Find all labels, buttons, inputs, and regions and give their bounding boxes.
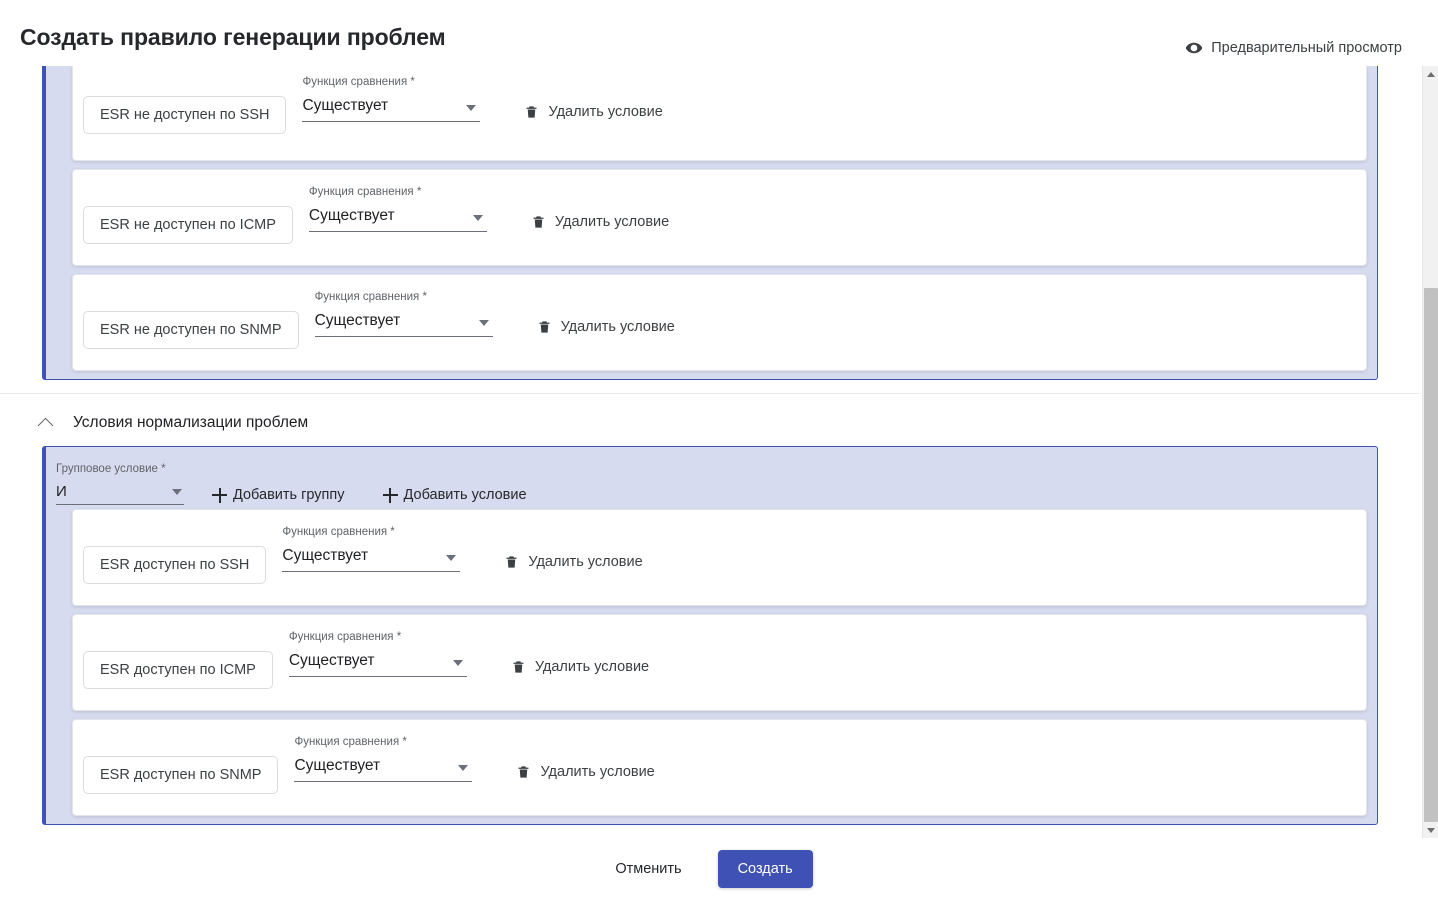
compare-function-value: Существует [288,652,375,669]
trash-icon [511,658,526,676]
section-title: Условия нормализации проблем [73,414,309,431]
condition-chip[interactable]: ESR не доступен по SSH [83,96,287,134]
compare-function-label: Функция сравнения * [294,736,407,748]
condition-card: ESR не доступен по SNMP Функция сравнени… [72,274,1367,371]
compare-function-field: Функция сравнения * Существует [308,186,487,232]
add-group-label: Добавить группу [233,487,345,503]
compare-function-field: Функция сравнения * Существует [302,76,481,122]
compare-function-field: Функция сравнения * Существует [282,526,461,572]
scroll-up-button[interactable] [1423,66,1438,82]
delete-condition-label: Удалить условие [548,104,663,120]
triangle-down-icon [1427,827,1435,833]
section-divider [0,393,1420,394]
form-scroll-area: ESR не доступен по SSH Функция сравнения… [0,66,1438,838]
compare-function-select[interactable]: Существует [294,757,473,782]
cancel-button[interactable]: Отменить [601,852,695,886]
trash-icon [531,213,546,231]
compare-function-select[interactable]: Существует [288,652,467,677]
group-condition-select[interactable]: И [56,483,184,505]
delete-condition-button[interactable]: Удалить условие [537,318,675,336]
delete-condition-button[interactable]: Удалить условие [511,658,649,676]
delete-condition-button[interactable]: Удалить условие [531,213,669,231]
page-header: Создать правило генерации проблем Предва… [0,0,1438,66]
chevron-down-icon [472,215,483,221]
chevron-up-icon[interactable] [37,417,54,433]
condition-chip[interactable]: ESR доступен по SSH [83,546,267,584]
plus-icon [212,487,227,503]
vertical-scrollbar[interactable] [1422,66,1438,838]
condition-chip[interactable]: ESR доступен по SNMP [83,756,279,794]
compare-function-label: Функция сравнения * [302,76,415,88]
compare-function-select[interactable]: Существует [308,207,487,232]
chevron-down-icon [452,660,463,666]
chevron-down-icon [466,105,477,111]
condition-card: ESR доступен по SNMP Функция сравнения *… [72,719,1367,816]
compare-function-value: Существует [294,757,381,774]
condition-chip[interactable]: ESR не доступен по SNMP [83,311,299,349]
delete-condition-button[interactable]: Удалить условие [524,103,663,121]
section-header-normalization[interactable]: Условия нормализации проблем [37,414,1420,433]
condition-chip[interactable]: ESR доступен по ICMP [83,651,273,689]
compare-function-select[interactable]: Существует [282,547,461,572]
compare-function-field: Функция сравнения * Существует [294,736,473,782]
add-condition-label: Добавить условие [403,487,527,503]
condition-card: ESR доступен по ICMP Функция сравнения *… [72,614,1367,711]
page-title: Создать правило генерации проблем [20,24,446,50]
condition-card: ESR не доступен по SSH Функция сравнения… [72,66,1367,161]
chevron-down-icon [458,765,469,771]
delete-condition-label: Удалить условие [528,554,643,570]
compare-function-field: Функция сравнения * Существует [288,631,467,677]
preview-button[interactable]: Предварительный просмотр [1185,39,1402,57]
compare-function-label: Функция сравнения * [314,291,427,303]
delete-condition-button[interactable]: Удалить условие [504,553,643,571]
add-condition-button[interactable]: Добавить условие [382,487,527,503]
delete-condition-label: Удалить условие [534,659,650,675]
chevron-down-icon [478,320,489,326]
delete-condition-label: Удалить условие [540,764,655,780]
chevron-down-icon [446,555,457,561]
condition-card: ESR не доступен по ICMP Функция сравнени… [72,169,1367,266]
add-group-button[interactable]: Добавить группу [212,487,345,503]
scroll-down-button[interactable] [1423,822,1438,838]
triangle-up-icon [1427,71,1435,77]
compare-function-value: Существует [314,312,401,329]
delete-condition-button[interactable]: Удалить условие [516,763,655,781]
compare-function-label: Функция сравнения * [288,631,402,643]
group-condition-value: И [56,483,67,500]
chevron-down-icon [172,489,182,495]
trash-icon [524,103,539,121]
compare-function-value: Существует [282,547,369,564]
create-button[interactable]: Создать [717,849,813,888]
condition-group-problem-normalization: Групповое условие * И Добавить группу До… [42,446,1378,825]
eye-icon [1185,39,1203,57]
compare-function-select[interactable]: Существует [302,97,481,122]
trash-icon [537,318,552,336]
preview-label: Предварительный просмотр [1211,40,1402,56]
compare-function-field: Функция сравнения * Существует [314,291,493,337]
condition-group-problem-generation: ESR не доступен по SSH Функция сравнения… [42,66,1378,380]
compare-function-value: Существует [308,207,395,224]
condition-chip[interactable]: ESR не доступен по ICMP [83,206,293,244]
plus-icon [382,487,398,503]
compare-function-value: Существует [302,97,389,114]
compare-function-label: Функция сравнения * [282,526,395,538]
group-condition-label: Групповое условие * [56,463,166,475]
group-condition-field: Групповое условие * И [56,463,184,509]
condition-card: ESR доступен по SSH Функция сравнения * … [72,509,1367,606]
delete-condition-label: Удалить условие [560,319,675,335]
delete-condition-label: Удалить условие [554,214,670,230]
trash-icon [516,763,531,781]
scrollbar-thumb[interactable] [1424,288,1438,822]
compare-function-select[interactable]: Существует [314,312,493,337]
trash-icon [504,553,519,571]
compare-function-label: Функция сравнения * [308,186,422,198]
group-toolbar: Групповое условие * И Добавить группу До… [46,447,1377,509]
form-footer: Отменить Создать [0,838,1414,899]
